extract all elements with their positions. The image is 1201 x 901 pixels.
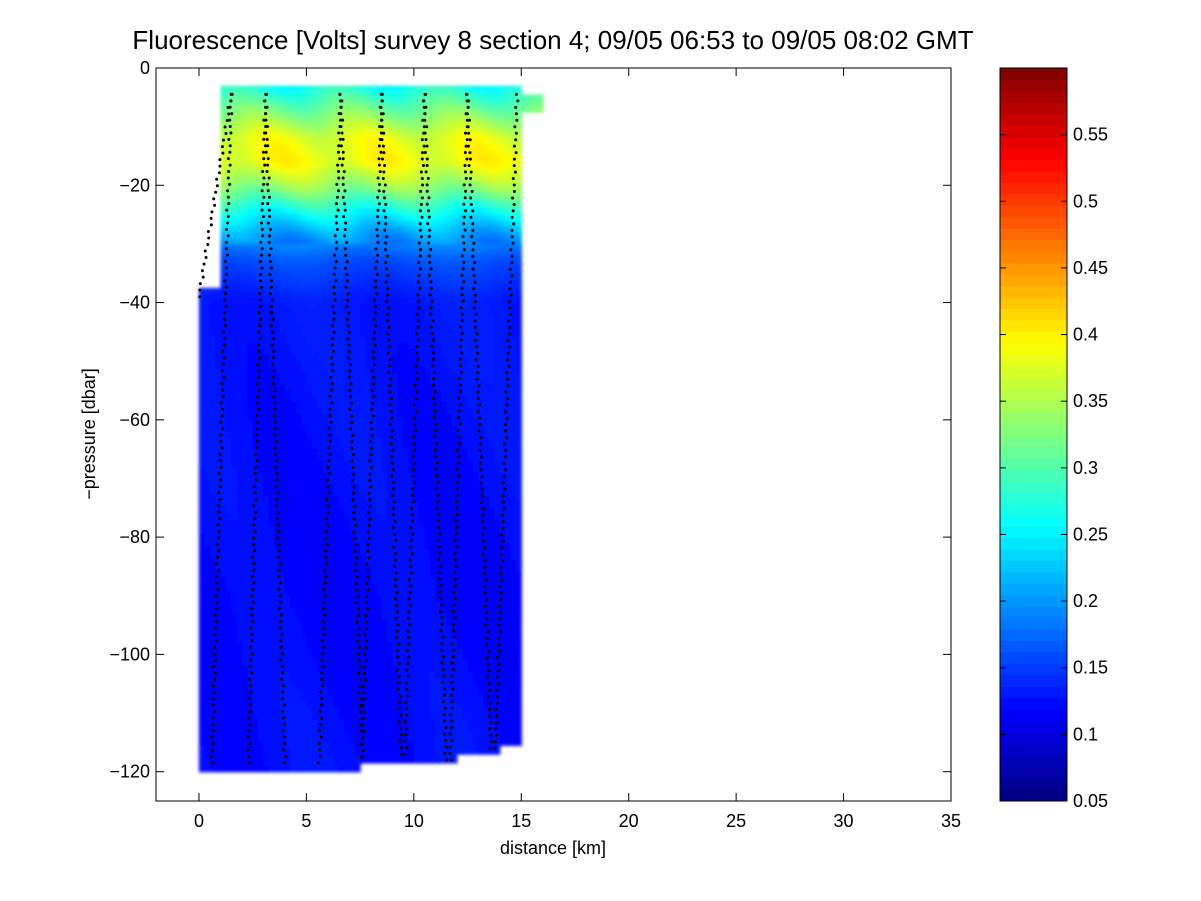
colorbar: [1000, 68, 1067, 802]
profile-3: [246, 92, 269, 765]
x-tick-label: 5: [301, 811, 311, 831]
colorbar-tick-label: 0.5: [1073, 191, 1098, 211]
chart-title: Fluorescence [Volts] survey 8 section 4;…: [132, 25, 973, 55]
y-tick-label: −100: [109, 644, 150, 664]
colorbar-tick-label: 0.35: [1073, 391, 1108, 411]
profile-5: [316, 92, 343, 765]
profile-points: [198, 92, 520, 765]
x-tick-label: 25: [726, 811, 746, 831]
y-tick-label: 0: [140, 58, 150, 78]
colorbar-tick-label: 0.2: [1073, 591, 1098, 611]
profile-7: [359, 92, 384, 759]
x-tick-label: 35: [941, 811, 961, 831]
y-axis-label: −pressure [dbar]: [79, 368, 99, 500]
profile-4: [263, 92, 288, 765]
profile-13: [493, 92, 520, 750]
y-tick-label: −20: [119, 175, 150, 195]
colorbar-tick-label: 0.3: [1073, 458, 1098, 478]
x-tick-label: 20: [619, 811, 639, 831]
colorbar-frame: [999, 67, 1068, 802]
fluorescence-field: [198, 85, 544, 773]
colorbar-tick-label: 0.4: [1073, 325, 1098, 345]
x-axis: 0 5 10 15 20 25 30 35: [194, 68, 961, 831]
plot-frame: [155, 67, 952, 802]
profile-9: [403, 92, 428, 756]
x-tick-label: 30: [834, 811, 854, 831]
colorbar-tick-label: 0.15: [1073, 658, 1108, 678]
colorbar-tick-label: 0.45: [1073, 258, 1108, 278]
colorbar-axis: 0.05 0.1 0.15 0.2 0.25 0.3 0.35 0.4 0.45 0.5 0.55: [1000, 125, 1108, 811]
y-tick-label: −60: [119, 410, 150, 430]
y-axis: 0 −20 −40 −60 −80 −100 −120: [109, 58, 951, 782]
y-tick-label: −40: [119, 293, 150, 313]
profile-10: [422, 92, 449, 762]
profile-8: [379, 92, 403, 756]
x-tick-label: 15: [511, 811, 531, 831]
colorbar-tick-label: 0.25: [1073, 524, 1108, 544]
x-tick-label: 0: [194, 811, 204, 831]
y-tick-label: −120: [109, 762, 150, 782]
x-axis-label: distance [km]: [500, 838, 606, 858]
profile-12: [464, 92, 494, 750]
colorbar-tick-label: 0.1: [1073, 724, 1098, 744]
y-tick-label: −80: [119, 527, 150, 547]
colorbar-tick-label: 0.55: [1073, 125, 1108, 145]
x-tick-label: 10: [404, 811, 424, 831]
profile-6: [338, 92, 365, 759]
colorbar-tick-label: 0.05: [1073, 791, 1108, 811]
profile-2: [209, 92, 234, 765]
